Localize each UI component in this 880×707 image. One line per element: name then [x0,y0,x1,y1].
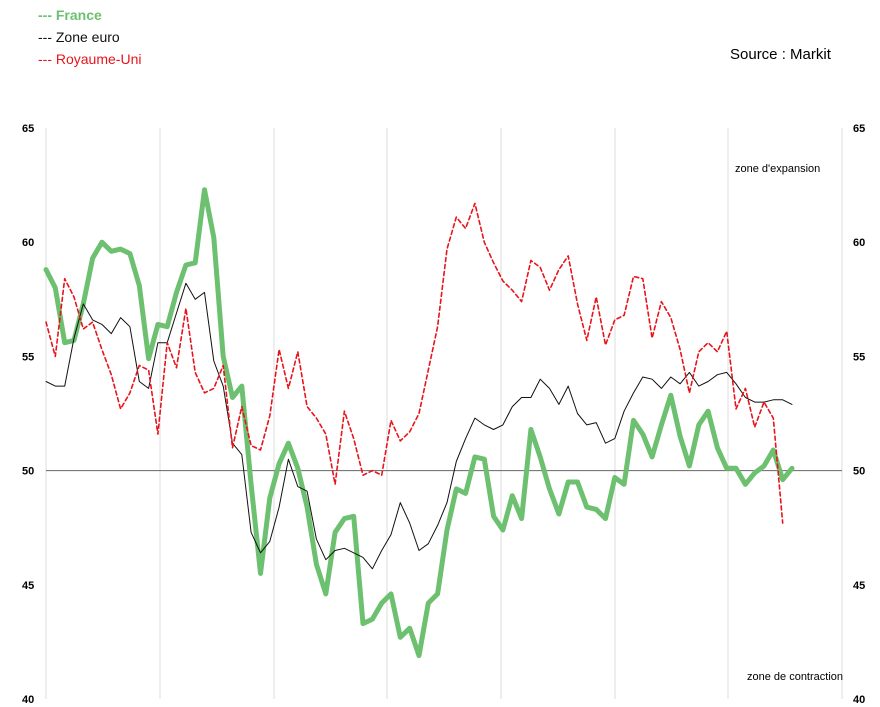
y-tick-right-50: 50 [853,466,865,478]
legend-item-zone-euro: --- Zone euro [38,29,120,45]
contraction-zone-label: zone de contraction [747,671,843,683]
source-label: Source : Markit [730,46,831,63]
series-line-royaume-uni [45,202,784,524]
y-tick-left-45: 45 [22,580,34,592]
y-tick-right-65: 65 [853,123,865,135]
legend: --- France --- Zone euro --- Royaume-Uni [38,4,141,70]
expansion-zone-label: zone d'expansion [735,163,820,175]
y-tick-left-60: 60 [22,237,34,249]
y-tick-left-65: 65 [22,123,34,135]
y-tick-right-60: 60 [853,237,865,249]
y-tick-left-50: 50 [22,466,34,478]
legend-item-france: --- France [38,7,102,23]
series-line-zone-euro [45,282,793,570]
y-tick-left-55: 55 [22,351,34,363]
y-tick-right-55: 55 [853,351,865,363]
legend-item-royaume-uni: --- Royaume-Uni [38,51,142,67]
grid [45,128,843,699]
y-axis-left: 40 45 50 55 60 65 [22,123,34,706]
y-tick-left-40: 40 [22,694,34,706]
series-line-france [43,187,795,659]
y-axis-right: 40 45 50 55 60 65 [853,123,865,706]
y-tick-right-40: 40 [853,694,865,706]
series-group [43,187,795,659]
y-tick-right-45: 45 [853,580,865,592]
